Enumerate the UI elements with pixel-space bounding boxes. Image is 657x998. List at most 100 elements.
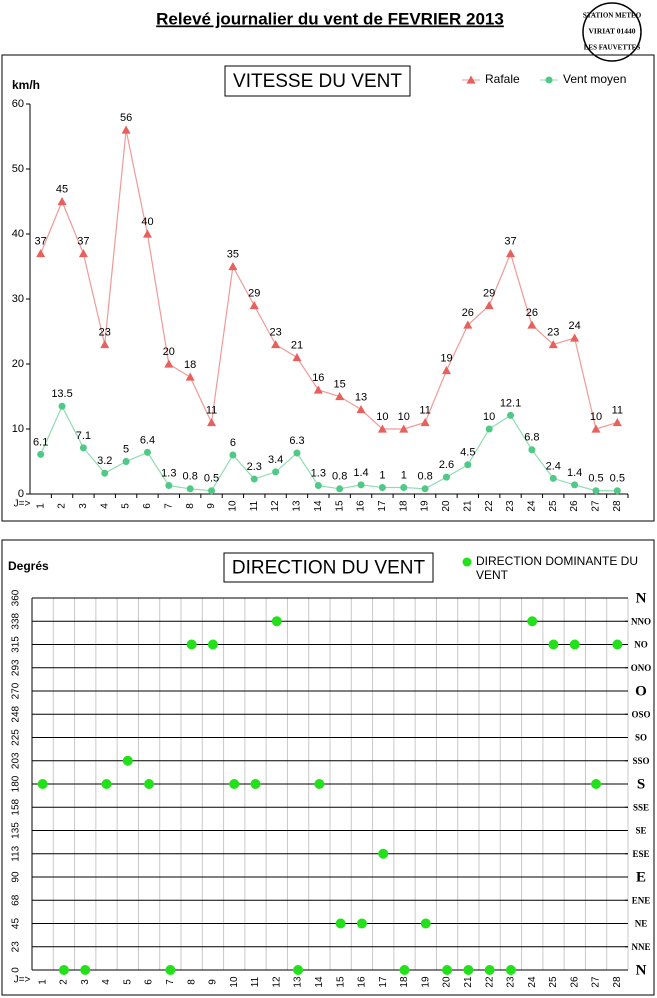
x-tick-label: 15: [335, 976, 346, 988]
data-label: 20: [163, 346, 175, 358]
marker: [548, 639, 559, 650]
data-label: 56: [120, 112, 132, 124]
x-tick-label: 8: [185, 503, 196, 509]
data-label: 6.8: [524, 432, 539, 444]
y-tick-label: 338: [11, 612, 22, 629]
data-label: 6.3: [289, 435, 304, 447]
x-tick-label: 12: [271, 976, 282, 988]
marker: [466, 75, 476, 84]
marker: [122, 755, 133, 766]
marker: [101, 779, 112, 789]
marker: [527, 616, 538, 627]
y2-tick-label: SE: [635, 826, 646, 836]
y-tick-label: 90: [11, 871, 22, 883]
data-label: 1: [379, 469, 385, 481]
marker: [144, 779, 155, 789]
marker: [101, 469, 109, 477]
y-tick-label: 158: [11, 798, 22, 815]
x-tick-label: 12: [270, 500, 281, 512]
marker: [37, 450, 45, 458]
legend-label: Rafale: [485, 72, 520, 86]
stamp-line: VIRIAT 01440: [588, 27, 635, 36]
x-tick-label: 25: [548, 976, 559, 988]
data-label: 0.5: [204, 473, 219, 485]
y-tick-label: 135: [11, 822, 22, 839]
data-label: 10: [376, 411, 388, 423]
x-tick-label: 14: [314, 976, 325, 988]
marker: [527, 320, 537, 329]
y2-tick-label: S: [637, 776, 645, 792]
x-tick-label: 28: [612, 500, 623, 512]
marker: [464, 461, 472, 469]
x-tick-label: 2: [57, 503, 68, 509]
y-tick-label: 60: [12, 98, 24, 110]
marker: [250, 475, 258, 483]
x-tick-label: 4: [99, 503, 110, 509]
marker: [548, 340, 558, 349]
data-label: 21: [291, 339, 303, 351]
data-label: 37: [35, 235, 47, 247]
data-label: 37: [77, 235, 89, 247]
marker: [378, 848, 389, 859]
legend-label: Vent moyen: [563, 72, 626, 86]
marker: [442, 473, 450, 481]
data-label: 3.4: [268, 454, 283, 466]
marker: [293, 965, 304, 975]
y2-tick-label: ENE: [632, 895, 651, 905]
x-tick-label: 17: [377, 500, 388, 512]
marker: [37, 779, 48, 789]
marker: [185, 372, 195, 381]
chart-title-box: [223, 552, 434, 583]
marker: [207, 418, 217, 427]
x-tick-label: 20: [442, 976, 453, 988]
marker: [250, 779, 261, 789]
marker: [420, 918, 431, 929]
data-label: 13.5: [51, 388, 72, 400]
data-label: 10: [590, 411, 602, 423]
x-tick-label: 21: [462, 500, 473, 512]
data-label: 26: [462, 307, 474, 319]
data-label: 11: [612, 404, 623, 416]
marker: [400, 484, 408, 491]
data-label: 19: [440, 352, 452, 364]
data-label: 16: [312, 372, 324, 384]
marker: [314, 482, 322, 490]
x-tick-label: 26: [569, 976, 580, 988]
data-label: 11: [419, 404, 430, 416]
data-label: 24: [568, 320, 580, 332]
x-tick-label: 11: [249, 500, 260, 511]
marker: [271, 340, 281, 349]
stamp: STATION METEO VIRIAT 01440 LES FAUVETTES: [582, 2, 642, 62]
marker: [292, 353, 302, 362]
marker: [506, 249, 516, 258]
y-axis-label: km/h: [12, 78, 40, 92]
data-label: 6.4: [140, 434, 155, 446]
marker: [164, 359, 174, 368]
marker: [313, 385, 323, 394]
y2-tick-label: N: [636, 962, 647, 978]
y-tick-label: 203: [11, 752, 22, 769]
x-tick-label: 3: [80, 979, 91, 985]
data-label: 0.8: [417, 471, 432, 483]
marker: [229, 779, 240, 789]
marker: [121, 125, 131, 134]
marker: [485, 425, 493, 433]
marker: [463, 965, 474, 975]
data-label: 4.5: [460, 447, 475, 459]
data-label: 37: [504, 235, 516, 247]
marker: [336, 485, 344, 493]
marker: [165, 482, 173, 490]
data-label: 6: [230, 437, 236, 449]
marker: [378, 484, 386, 491]
data-label: 1.3: [161, 467, 176, 479]
y-tick-label: 360: [11, 589, 22, 606]
data-label: 3.2: [97, 455, 112, 467]
marker: [377, 424, 387, 433]
y-tick-label: 30: [12, 293, 24, 305]
data-label: 40: [141, 216, 153, 228]
y-tick-label: 113: [11, 845, 22, 861]
series-line: [40, 129, 618, 430]
marker: [228, 262, 238, 271]
data-label: 2.3: [247, 461, 262, 473]
